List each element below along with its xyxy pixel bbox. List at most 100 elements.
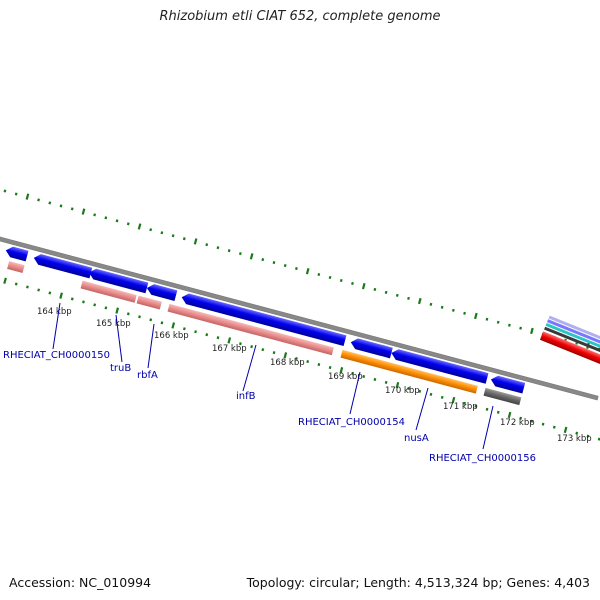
scale-tick — [205, 243, 209, 247]
scale-tick — [227, 337, 232, 344]
scale-tick — [239, 342, 242, 346]
scale-tick — [395, 293, 399, 297]
scale-tick — [126, 222, 130, 226]
scale-tick — [3, 189, 7, 193]
scale-tick — [182, 327, 186, 331]
scale-tick — [373, 377, 377, 382]
scale-label-173: 173 kbp — [557, 434, 592, 444]
scale-tick — [305, 268, 310, 275]
scale-tick — [104, 216, 108, 220]
scale-tick — [519, 416, 523, 420]
scale-tick — [485, 317, 489, 321]
scale-label-171: 171 kbp — [443, 402, 478, 412]
gene-label-150: RHECIAT_CH0000150 — [3, 350, 110, 361]
scale-tick — [328, 275, 332, 280]
scale-tick — [194, 330, 197, 334]
gene-label-rbfA: rbfA — [137, 370, 158, 381]
scale-tick — [552, 425, 556, 429]
scale-tick — [418, 389, 422, 393]
scale-tick — [541, 422, 545, 426]
accession-text: Accession: NC_010994 — [9, 575, 152, 590]
scale-tick — [93, 213, 97, 217]
gene-label-leaders — [52, 302, 494, 450]
scale-tick — [339, 278, 343, 283]
scale-tick — [463, 311, 466, 315]
scale-tick — [160, 231, 164, 235]
scale-tick — [283, 264, 287, 268]
scale-tick — [93, 303, 97, 307]
scale-tick — [417, 297, 422, 305]
gene-arrow-154 — [350, 338, 393, 359]
pink-feature-truB — [80, 280, 137, 303]
scale-tick — [474, 312, 478, 320]
scale-tick — [586, 434, 590, 438]
scale-tick — [3, 277, 7, 284]
scale-tick — [317, 363, 321, 367]
scale-tick — [160, 321, 164, 325]
scale-tick — [193, 238, 198, 245]
scale-tick — [261, 258, 265, 262]
scale-tick — [451, 396, 456, 404]
scale-tick — [407, 386, 410, 390]
scale-tick — [361, 282, 366, 290]
scale-tick — [37, 198, 40, 202]
scale-tick — [216, 246, 220, 250]
scale-tick — [563, 426, 568, 434]
scale-tick — [440, 395, 444, 399]
scale-tick — [295, 267, 298, 271]
scale-tick — [249, 253, 254, 260]
gene-label-156: RHECIAT_CH0000156 — [429, 453, 536, 464]
genome-summary-text: Topology: circular; Length: 4,513,324 bp… — [246, 575, 590, 590]
scale-tick — [384, 380, 388, 384]
scale-tick — [70, 207, 74, 211]
scale-tick — [530, 419, 534, 423]
scale-tick — [59, 204, 63, 208]
gray-feature-156 — [483, 387, 522, 406]
pink-feature-1 — [7, 261, 25, 273]
scale-label-172: 172 kbp — [500, 418, 535, 428]
scale-tick — [272, 261, 276, 265]
scale-tick — [463, 401, 467, 405]
scale-tick — [182, 237, 186, 241]
scale-tick — [395, 381, 400, 389]
gene-arrow-3 — [88, 268, 149, 294]
scale-tick — [351, 371, 354, 376]
right-feature-stack — [539, 315, 600, 366]
scale-tick — [227, 249, 231, 253]
scale-tick — [70, 297, 74, 301]
scale-tick — [137, 223, 142, 230]
scale-tick — [306, 360, 310, 364]
scale-tick — [384, 290, 388, 294]
gene-label-infB: infB — [236, 391, 256, 402]
scale-tick — [48, 201, 52, 205]
gene-arrow-nusA — [391, 349, 489, 384]
scale-tick — [138, 315, 141, 319]
scale-tick — [205, 333, 209, 337]
gene-arrow-4 — [146, 284, 178, 301]
scale-tick — [530, 327, 534, 335]
scale-tick — [496, 410, 500, 414]
scale-tick — [474, 404, 478, 408]
scale-tick — [171, 234, 175, 238]
scale-tick — [59, 292, 63, 299]
scale-tick — [339, 367, 344, 374]
gene-arrow-2 — [33, 254, 93, 279]
scale-tick — [238, 252, 242, 256]
gene-arrow-156 — [490, 375, 526, 394]
scale-tick — [14, 192, 18, 196]
scale-tick — [407, 296, 410, 300]
gene-arrow-1 — [5, 246, 29, 262]
scale-tick — [48, 291, 52, 295]
scale-tick — [496, 320, 500, 324]
scale-tick — [126, 312, 130, 316]
genome-backbone — [0, 215, 599, 401]
scale-tick — [37, 288, 41, 292]
scale-label-167: 167 kbp — [212, 344, 247, 354]
scale-tick — [26, 285, 29, 289]
scale-tick — [508, 323, 511, 327]
scale-label-166: 166 kbp — [154, 331, 189, 341]
scale-tick — [261, 348, 265, 352]
orange-feature-154 — [340, 349, 478, 394]
scale-label-164: 164 kbp — [37, 307, 72, 317]
